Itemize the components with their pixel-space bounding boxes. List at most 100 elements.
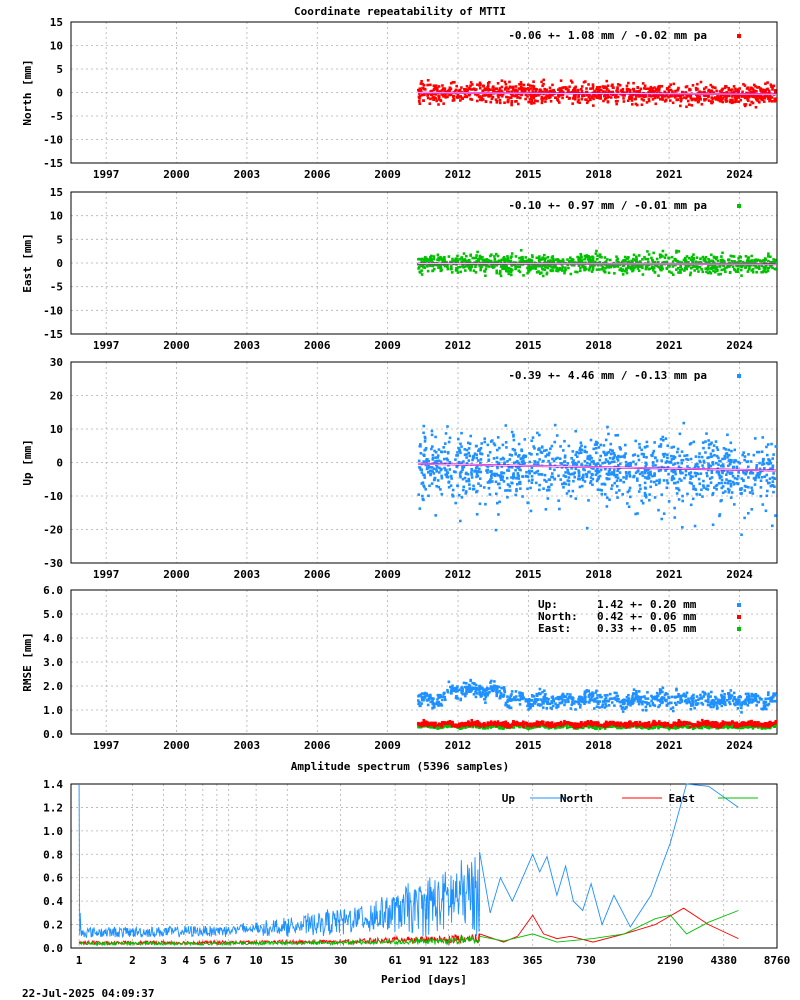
east-point <box>510 255 513 258</box>
north-point <box>534 89 538 93</box>
up-point <box>483 440 487 444</box>
north-point <box>642 99 645 102</box>
up-point <box>479 458 483 461</box>
north-point <box>713 96 717 99</box>
up-point <box>573 475 577 479</box>
north-point <box>716 96 719 99</box>
up-point <box>440 467 443 471</box>
up-point <box>542 487 545 490</box>
north-point <box>729 89 733 92</box>
east-point <box>758 267 761 271</box>
up-point <box>609 472 613 476</box>
north-point <box>497 96 500 99</box>
east-point <box>624 267 628 271</box>
east-point <box>698 265 702 269</box>
east-point <box>472 269 476 272</box>
east-point <box>773 258 777 262</box>
up-point <box>583 480 587 483</box>
up-point <box>770 442 773 446</box>
north-point <box>418 94 422 98</box>
up-point <box>488 493 492 496</box>
east-point <box>595 257 599 261</box>
north-point <box>756 86 759 89</box>
up-point <box>605 505 609 508</box>
north-point <box>514 85 518 88</box>
north-point <box>540 101 544 105</box>
north-point <box>679 99 683 103</box>
east-point <box>510 252 514 255</box>
rmse-year-label: 2024 <box>726 739 753 752</box>
east-point <box>437 266 440 269</box>
east-point <box>739 268 743 272</box>
up-point <box>659 445 663 448</box>
east-point <box>704 255 708 259</box>
north-point <box>709 83 713 87</box>
east-point <box>598 253 602 256</box>
up-point <box>736 481 739 485</box>
east-point <box>706 261 710 264</box>
up-point <box>435 459 439 463</box>
east-point <box>456 266 460 269</box>
up-point <box>759 494 763 498</box>
east-point <box>744 265 748 269</box>
up-point <box>494 480 498 484</box>
up-point <box>732 465 736 469</box>
up-point <box>591 477 595 481</box>
up-point <box>616 496 619 499</box>
east-ytick-label: 10 <box>50 210 63 223</box>
north-year-label: 2003 <box>234 168 261 181</box>
north-point <box>610 84 614 88</box>
north-point <box>743 104 747 108</box>
north-point <box>448 87 452 91</box>
rmse-point <box>601 725 604 729</box>
east-point <box>446 264 449 267</box>
east-point <box>736 261 740 264</box>
up-point <box>515 489 518 493</box>
up-point <box>653 474 656 478</box>
up-point <box>726 433 729 437</box>
rmse-point <box>446 725 449 729</box>
north-point <box>544 90 547 93</box>
north-point <box>521 87 524 91</box>
north-point <box>647 97 651 101</box>
up-point <box>659 437 663 441</box>
up-point <box>686 492 689 496</box>
north-point <box>577 98 580 102</box>
north-point <box>477 95 481 99</box>
north-point <box>669 94 673 98</box>
up-point <box>563 456 567 459</box>
east-point <box>576 270 579 274</box>
east-point <box>635 265 638 268</box>
east-point <box>555 269 558 273</box>
up-point <box>468 487 472 490</box>
up-point <box>715 454 719 458</box>
up-point <box>514 460 518 464</box>
up-ytick-label: 20 <box>50 390 63 403</box>
east-point <box>699 261 703 264</box>
up-point <box>701 495 704 498</box>
east-ytick-label: 15 <box>50 186 63 199</box>
east-point <box>694 265 698 268</box>
up-point <box>641 474 645 477</box>
up-point <box>461 477 465 481</box>
up-point <box>460 445 463 448</box>
east-point <box>658 267 662 271</box>
north-point <box>689 96 693 100</box>
north-point <box>626 99 630 103</box>
up-point <box>517 465 521 469</box>
north-point <box>741 90 744 94</box>
up-point <box>419 468 423 472</box>
north-point <box>492 89 496 93</box>
north-point <box>557 88 560 91</box>
rmse-point <box>429 726 432 729</box>
rmse-point <box>437 726 441 730</box>
east-point <box>591 268 595 271</box>
up-point <box>649 485 652 489</box>
rmse-point <box>737 723 741 726</box>
east-point <box>727 258 730 262</box>
up-point <box>753 437 757 440</box>
east-point <box>429 255 432 259</box>
up-point <box>627 505 631 509</box>
up-point <box>443 442 447 445</box>
east-point <box>763 267 767 271</box>
